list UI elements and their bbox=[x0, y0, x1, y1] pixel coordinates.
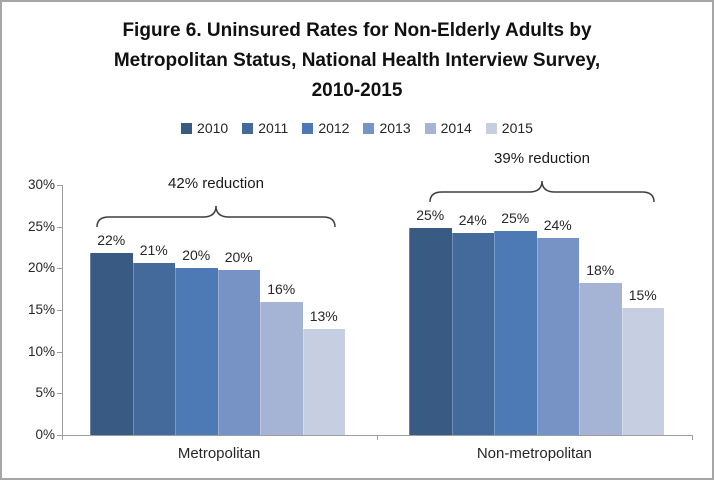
bar-label-non-metropolitan-2015: 15% bbox=[628, 286, 657, 303]
x-axis-tick bbox=[692, 435, 693, 440]
legend-label-2013: 2013 bbox=[379, 120, 411, 136]
bar-non-metropolitan-2014 bbox=[579, 282, 622, 435]
bar-non-metropolitan-2012 bbox=[494, 230, 537, 435]
legend-label-2014: 2014 bbox=[440, 120, 472, 136]
bar-non-metropolitan-2015 bbox=[621, 307, 664, 435]
bar-label-metropolitan-2014: 16% bbox=[267, 280, 296, 297]
y-axis-tick bbox=[56, 268, 62, 270]
legend-item-2014: 2014 bbox=[424, 120, 472, 136]
y-axis-label-0%: 0% bbox=[35, 427, 55, 442]
y-axis-label-25%: 25% bbox=[27, 218, 55, 234]
bar-metropolitan-2014 bbox=[260, 301, 303, 435]
bar-non-metropolitan-2013 bbox=[536, 237, 579, 435]
legend-swatch-2015 bbox=[485, 122, 497, 134]
legend-item-2013: 2013 bbox=[363, 120, 411, 136]
bar-label-non-metropolitan-2010: 25% bbox=[416, 206, 445, 223]
chart-title: Figure 6. Uninsured Rates for Non-Elderl… bbox=[2, 16, 712, 106]
x-axis-tick bbox=[376, 435, 378, 440]
y-axis-label-10%: 10% bbox=[27, 343, 55, 359]
bar-label-non-metropolitan-2011: 24% bbox=[458, 212, 487, 229]
y-axis-tick bbox=[56, 435, 62, 436]
bar-metropolitan-2012 bbox=[175, 267, 218, 435]
y-axis-tick bbox=[56, 310, 62, 311]
y-axis-tick bbox=[56, 393, 62, 395]
legend-label-2012: 2012 bbox=[318, 120, 350, 136]
legend-item-2010: 2010 bbox=[181, 121, 228, 135]
y-axis-tick bbox=[56, 351, 62, 353]
y-axis-label-5%: 5% bbox=[35, 385, 55, 401]
bar-metropolitan-2011 bbox=[132, 262, 175, 435]
legend-swatch-2013 bbox=[363, 122, 375, 134]
bar-label-metropolitan-2010: 22% bbox=[97, 232, 126, 249]
legend-item-2011: 2011 bbox=[242, 121, 288, 135]
annotation-non-metropolitan: 39% reduction bbox=[494, 149, 590, 167]
bar-label-metropolitan-2015: 13% bbox=[309, 308, 338, 325]
legend-swatch-2012 bbox=[302, 122, 314, 134]
annotation-metropolitan: 42% reduction bbox=[168, 175, 264, 193]
bar-label-non-metropolitan-2012: 25% bbox=[501, 209, 530, 226]
chart-legend: 2010 2011 2012 2013 2014 2015 bbox=[2, 118, 712, 138]
y-axis-line bbox=[61, 185, 63, 440]
bar-label-metropolitan-2013: 20% bbox=[224, 249, 253, 265]
legend-item-2012: 2012 bbox=[302, 121, 349, 135]
chart-title-line-3: 2010-2015 bbox=[311, 80, 403, 101]
chart-title-line-1: Figure 6. Uninsured Rates for Non-Elderl… bbox=[122, 20, 592, 41]
brace-non-metropolitan bbox=[429, 180, 655, 202]
legend-item-2015: 2015 bbox=[485, 120, 533, 136]
bar-non-metropolitan-2011 bbox=[451, 233, 494, 435]
legend-swatch-2010 bbox=[181, 122, 193, 134]
legend-label-2015: 2015 bbox=[501, 120, 533, 136]
y-axis-label-30%: 30% bbox=[27, 177, 55, 192]
legend-label-2010: 2010 bbox=[197, 120, 229, 136]
chart-title-line-2: Metropolitan Status, National Health Int… bbox=[113, 50, 601, 71]
y-axis-label-20%: 20% bbox=[27, 260, 55, 276]
category-label-non-metropolitan: Non-metropolitan bbox=[476, 445, 592, 462]
bar-metropolitan-2010 bbox=[90, 253, 133, 435]
y-axis-label-15%: 15% bbox=[27, 302, 55, 317]
legend-swatch-2011 bbox=[242, 122, 254, 134]
brace-metropolitan bbox=[96, 206, 336, 228]
legend-swatch-2014 bbox=[424, 122, 436, 134]
y-axis-tick bbox=[56, 185, 62, 186]
bar-label-non-metropolitan-2014: 18% bbox=[586, 261, 615, 278]
bar-non-metropolitan-2010 bbox=[409, 227, 452, 435]
bar-metropolitan-2013 bbox=[217, 270, 260, 435]
legend-label-2011: 2011 bbox=[258, 120, 289, 136]
bar-metropolitan-2015 bbox=[302, 329, 345, 435]
bar-label-metropolitan-2011: 21% bbox=[139, 241, 168, 258]
y-axis-tick bbox=[56, 226, 62, 228]
bar-label-non-metropolitan-2013: 24% bbox=[543, 216, 572, 233]
category-label-metropolitan: Metropolitan bbox=[177, 445, 261, 462]
bar-label-metropolitan-2012: 20% bbox=[182, 246, 211, 263]
